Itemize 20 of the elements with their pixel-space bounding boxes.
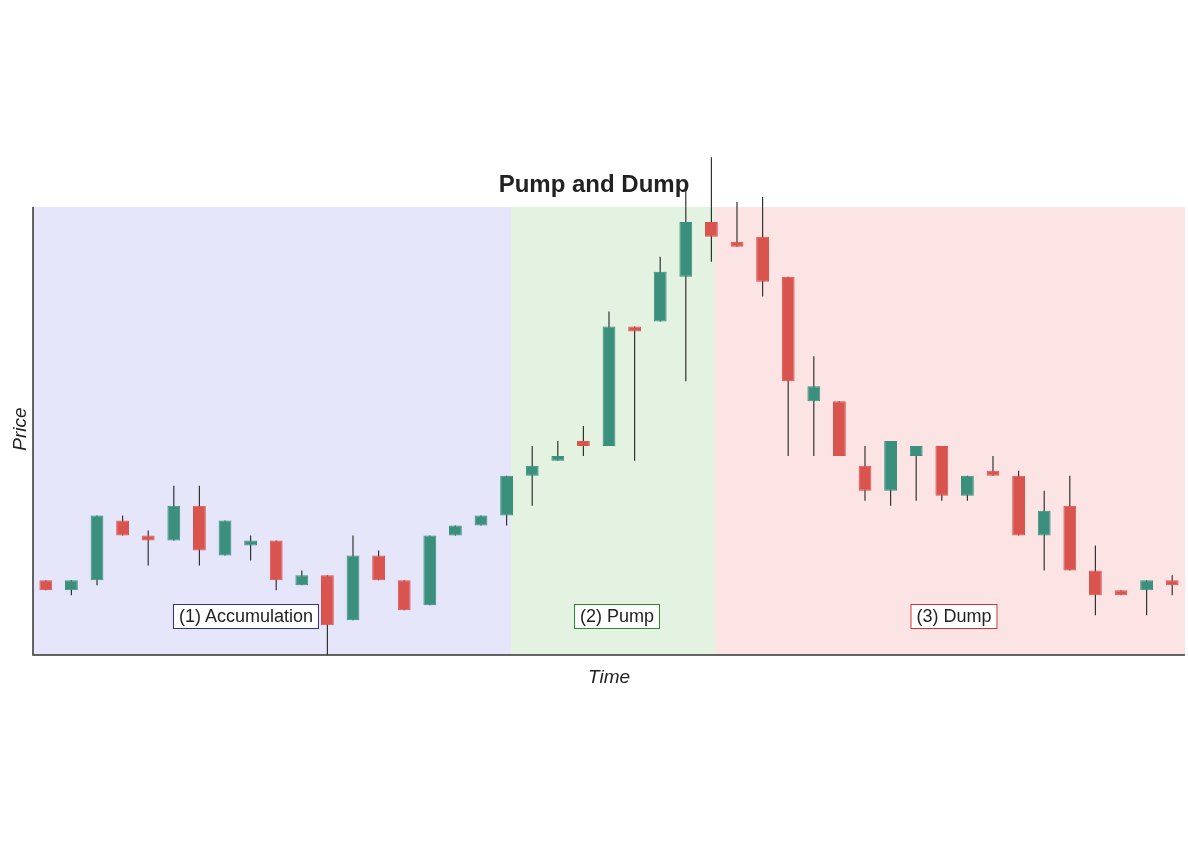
- candlestick: [628, 325, 641, 462]
- candlestick: [577, 425, 590, 457]
- y-axis-title: Price: [9, 406, 31, 453]
- annotation: (3) Dump: [910, 604, 998, 629]
- text: Pump and Dump: [497, 170, 691, 198]
- candlestick: [730, 201, 744, 248]
- candlestick: [525, 445, 539, 507]
- candlestick: [1165, 574, 1179, 596]
- candlestick: [858, 445, 872, 502]
- candlestick: [1140, 579, 1153, 616]
- annotation: (2) Pump: [573, 604, 661, 629]
- candlestick: [909, 445, 923, 502]
- candlestick: [372, 549, 385, 581]
- candlestick: [1089, 544, 1102, 616]
- annotation: (1) Accumulation: [172, 604, 320, 629]
- candlestick: [141, 529, 155, 566]
- x-axis-title: Time: [586, 666, 632, 688]
- candlestick: [807, 355, 821, 457]
- candlestick: [1037, 490, 1051, 571]
- candlestick: [705, 156, 718, 263]
